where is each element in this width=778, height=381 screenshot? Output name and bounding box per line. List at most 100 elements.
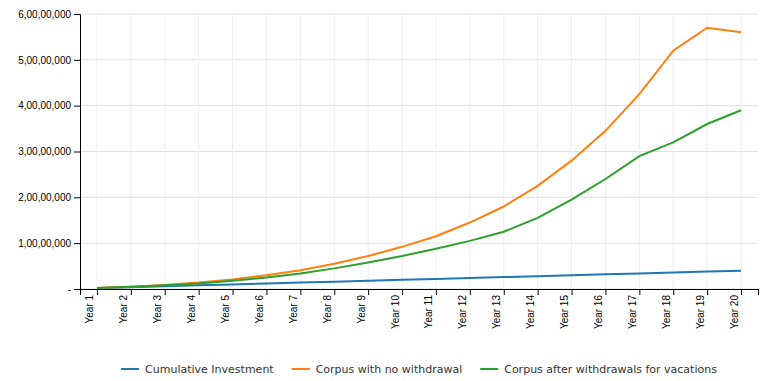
- grid-line-x: [198, 14, 199, 289]
- x-tick-label: Year 7: [288, 295, 299, 324]
- grid-line-y: [80, 59, 758, 60]
- y-tick-mark: [74, 197, 80, 198]
- x-tick-mark: [402, 289, 403, 295]
- x-tick: Year 6: [254, 289, 267, 324]
- x-tick: Year 18: [661, 289, 674, 329]
- y-tick-label: 1,00,00,000: [18, 238, 71, 249]
- x-tick: Year 19: [695, 289, 708, 329]
- x-tick-mark: [131, 289, 132, 295]
- y-tick: 6,00,00,000: [18, 9, 80, 20]
- x-tick: Year 12: [457, 289, 470, 329]
- x-tick-label: Year 4: [186, 295, 197, 324]
- x-tick-label: Year 17: [627, 295, 638, 330]
- grid-line-x: [605, 14, 606, 289]
- x-tick: Year 7: [288, 289, 301, 324]
- x-tick-label: Year 13: [491, 295, 502, 330]
- plot: Year 1 Year 2 Year 3 Year 4 Year 5 Year 6 Year…: [18, 9, 758, 329]
- legend-swatch: [121, 368, 139, 370]
- x-tick-mark: [199, 289, 200, 295]
- grid-line-x: [673, 14, 674, 289]
- grid-line-y: [80, 197, 758, 198]
- y-tick-label: 2,00,00,000: [18, 192, 71, 203]
- legend-item: Cumulative Investment: [121, 363, 274, 376]
- x-tick-label: Year 16: [593, 295, 604, 330]
- grid-line-x: [571, 14, 572, 289]
- x-tick-mark: [436, 289, 437, 295]
- x-tick-label: Year 3: [152, 295, 163, 324]
- x-tick: Year 3: [152, 289, 165, 324]
- x-tick: Year 4: [186, 289, 199, 324]
- grid-line-x: [266, 14, 267, 289]
- legend-label: Corpus with no withdrawal: [316, 363, 463, 376]
- grid-line-y: [80, 151, 758, 152]
- x-tick-label: Year 12: [457, 295, 468, 330]
- x-tick-mark: [368, 289, 369, 295]
- grid-line-y: [80, 14, 758, 15]
- grid: [80, 14, 758, 289]
- x-tick-mark: [741, 289, 742, 295]
- legend-swatch: [480, 368, 498, 370]
- x-tick: Year 16: [593, 289, 606, 329]
- legend-swatch: [292, 368, 310, 370]
- y-tick-mark: [74, 289, 80, 290]
- y-tick-mark: [74, 152, 80, 153]
- y-tick: 3,00,00,000: [18, 146, 80, 157]
- y-tick-label: 4,00,00,000: [18, 100, 71, 111]
- x-tick-label: Year 5: [220, 295, 231, 324]
- legend-label: Corpus after withdrawals for vacations: [504, 363, 717, 376]
- x-tick-mark: [470, 289, 471, 295]
- grid-line-x: [334, 14, 335, 289]
- y-axis-line: [74, 15, 81, 290]
- series-line: [97, 271, 741, 288]
- legend-label: Cumulative Investment: [145, 363, 274, 376]
- grid-line-x: [300, 14, 301, 289]
- x-tick-mark: [572, 289, 573, 295]
- x-tick-mark: [673, 289, 674, 295]
- x-tick: Year 15: [559, 289, 572, 329]
- grid-line-x: [741, 14, 742, 289]
- x-tick-mark: [605, 289, 606, 295]
- series-line: [97, 28, 741, 288]
- y-tick-label: 5,00,00,000: [18, 55, 71, 66]
- chart: Year 1 Year 2 Year 3 Year 4 Year 5 Year 6 Year…: [0, 0, 778, 381]
- grid-line-y: [80, 105, 758, 106]
- x-tick-label: Year 6: [254, 295, 265, 324]
- y-tick: -: [68, 284, 80, 295]
- x-tick: Year 2: [118, 289, 131, 324]
- y-tick-label: 6,00,00,000: [18, 9, 71, 20]
- x-tick-label: Year 20: [729, 295, 740, 330]
- y-tick-mark: [74, 106, 80, 107]
- x-tick: Year 5: [220, 289, 233, 324]
- x-axis-line: [81, 290, 759, 296]
- grid-line-x: [469, 14, 470, 289]
- x-tick-label: Year 2: [118, 295, 129, 324]
- x-tick: Year 17: [627, 289, 640, 329]
- x-tick-mark: [266, 289, 267, 295]
- y-tick-mark: [74, 14, 80, 15]
- y-tick: 1,00,00,000: [18, 238, 80, 249]
- x-axis: Year 1 Year 2 Year 3 Year 4 Year 5 Year 6 Year…: [81, 289, 759, 329]
- grid-line-x: [164, 14, 165, 289]
- x-tick: Year 8: [322, 289, 335, 324]
- x-tick-label: Year 8: [322, 295, 333, 324]
- legend-item: Corpus with no withdrawal: [292, 363, 463, 376]
- x-tick: Year 10: [390, 289, 403, 329]
- x-tick-mark: [707, 289, 708, 295]
- grid-line-x: [130, 14, 131, 289]
- grid-line-x: [707, 14, 708, 289]
- grid-line-x: [368, 14, 369, 289]
- x-tick-label: Year 18: [661, 295, 672, 330]
- x-tick: Year 9: [356, 289, 369, 324]
- x-tick-mark: [538, 289, 539, 295]
- x-tick-mark: [165, 289, 166, 295]
- grid-line-x: [503, 14, 504, 289]
- x-tick: Year 14: [525, 289, 538, 329]
- x-tick-label: Year 9: [356, 295, 367, 324]
- y-tick-mark: [74, 60, 80, 61]
- x-tick-mark: [639, 289, 640, 295]
- y-tick: 2,00,00,000: [18, 192, 80, 203]
- x-tick-label: Year 1: [84, 295, 95, 324]
- x-tick-mark: [233, 289, 234, 295]
- y-tick-mark: [74, 243, 80, 244]
- grid-line-x: [96, 14, 97, 289]
